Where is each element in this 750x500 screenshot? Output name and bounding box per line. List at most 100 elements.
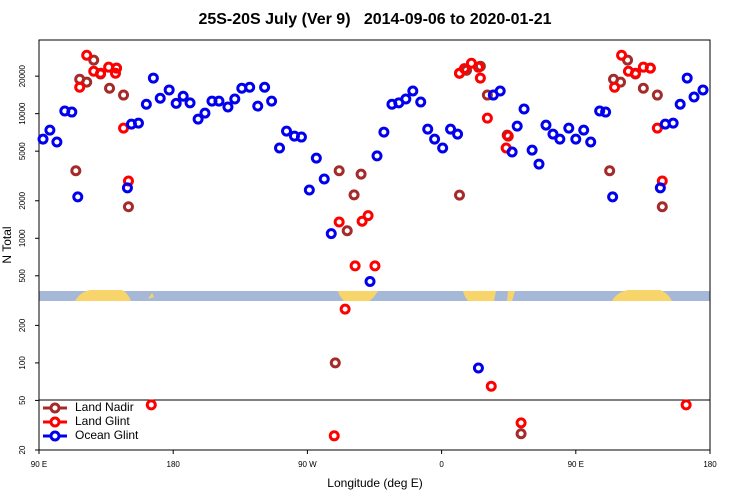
point (407, 85, 419, 97)
point (140, 98, 152, 110)
point (681, 72, 693, 84)
y-tick-label: 1000 (18, 229, 27, 247)
x-tick-label: 180 (167, 460, 181, 469)
point (274, 142, 286, 154)
point (452, 128, 464, 140)
point (533, 158, 545, 170)
point (600, 106, 612, 118)
point (594, 105, 606, 117)
point (37, 133, 49, 145)
point (667, 117, 679, 129)
point (213, 95, 225, 107)
y-tick-label: 2000 (18, 191, 27, 209)
point (318, 173, 330, 185)
point (145, 399, 157, 411)
point (118, 122, 130, 134)
point (229, 93, 241, 105)
point (502, 130, 514, 142)
point (109, 67, 121, 79)
y-tick-label: 200 (18, 318, 27, 332)
point (341, 225, 353, 237)
point (563, 122, 575, 134)
point (515, 428, 527, 440)
legend-marker (49, 416, 61, 428)
point (163, 84, 175, 96)
point (147, 72, 159, 84)
point (70, 165, 82, 177)
plot-frame (38, 39, 711, 451)
point (170, 97, 182, 109)
point (585, 136, 597, 148)
point (81, 49, 93, 61)
point (44, 124, 56, 136)
point (281, 125, 293, 137)
point (95, 67, 107, 79)
point (570, 133, 582, 145)
point (369, 260, 381, 272)
y-tick-label: 50 (18, 395, 27, 404)
point (328, 430, 340, 442)
point (81, 76, 93, 88)
point (607, 191, 619, 203)
x-tick-label: 0 (439, 460, 444, 469)
point (485, 380, 497, 392)
point (578, 124, 590, 136)
point (88, 54, 100, 66)
point (74, 81, 86, 93)
point (325, 228, 337, 240)
point (554, 133, 566, 145)
point (199, 107, 211, 119)
point (72, 191, 84, 203)
point (51, 136, 63, 148)
chart-title: 25S-20S July (Ver 9) 2014-09-06 to 2020-… (198, 11, 551, 28)
point (177, 90, 189, 102)
point (252, 100, 264, 112)
legend-label: Land Glint (75, 414, 130, 428)
point (355, 168, 367, 180)
point (259, 81, 271, 93)
x-tick-label: 180 (703, 460, 717, 469)
point (437, 142, 449, 154)
y-axis-label: N Total (0, 226, 14, 263)
point (66, 106, 78, 118)
point (445, 123, 457, 135)
point (329, 357, 341, 369)
point (222, 101, 234, 113)
point (154, 92, 166, 104)
x-axis-label: Longitude (deg E) (327, 476, 422, 490)
point (422, 123, 434, 135)
point (654, 182, 666, 194)
legend-label: Ocean Glint (75, 428, 139, 442)
point (184, 97, 196, 109)
point (629, 67, 641, 79)
point (378, 126, 390, 138)
point (122, 201, 134, 213)
point (494, 85, 506, 97)
point (651, 122, 663, 134)
point (453, 189, 465, 201)
point (104, 82, 116, 94)
y-tick-label: 20 (18, 445, 27, 454)
point (364, 275, 376, 287)
point (111, 62, 123, 74)
point (474, 72, 486, 84)
point (656, 201, 668, 213)
point (481, 112, 493, 124)
x-tick-label: 90 E (568, 460, 584, 469)
map-strip (39, 290, 710, 301)
point (349, 260, 361, 272)
point (506, 146, 518, 158)
y-tick-label: 100 (18, 356, 27, 370)
x-tick-label: 90 E (31, 460, 47, 469)
point (266, 95, 278, 107)
point (118, 89, 130, 101)
x-tick-label: 90 W (298, 460, 317, 469)
y-tick-label: 500 (18, 269, 27, 283)
legend-marker (49, 430, 61, 442)
point (458, 63, 470, 75)
y-tick-label: 10000 (18, 102, 27, 125)
point (192, 113, 204, 125)
point (415, 96, 427, 108)
point (511, 120, 523, 132)
point (674, 98, 686, 110)
